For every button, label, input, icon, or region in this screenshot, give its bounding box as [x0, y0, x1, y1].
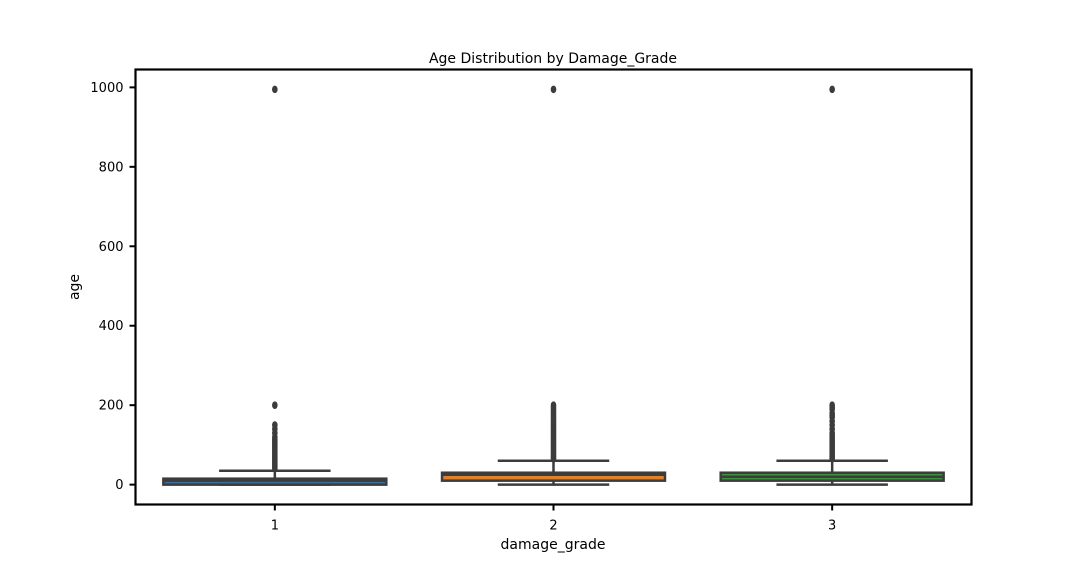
x-axis-title: damage_grade: [501, 537, 606, 553]
y-tick-label: 400: [99, 319, 124, 334]
box-group-3: [719, 85, 945, 486]
outlier-point: [272, 401, 278, 409]
y-tick-label: 800: [99, 160, 124, 175]
y-tick-label: 0: [115, 478, 123, 493]
x-tick-label: 2: [549, 519, 557, 534]
y-tick-label: 200: [99, 399, 124, 414]
outlier-point: [829, 85, 835, 94]
x-tick-label: 1: [271, 519, 279, 534]
outlier-point: [550, 85, 557, 94]
outlier-point: [272, 421, 278, 429]
y-tick-label: 1000: [90, 81, 123, 96]
plot-frame: [134, 68, 973, 506]
outlier-point: [272, 85, 278, 94]
y-tick-label: 600: [99, 240, 124, 255]
outlier-point: [550, 401, 557, 409]
outlier-point: [829, 401, 835, 409]
box-group-1: [162, 85, 388, 486]
x-tick-label: 3: [828, 519, 836, 534]
box: [440, 471, 667, 482]
chart-title: Age Distribution by Damage_Grade: [429, 51, 677, 67]
y-axis-title: age: [67, 274, 83, 300]
box-group-2: [440, 85, 667, 486]
plot-area: [129, 85, 945, 511]
